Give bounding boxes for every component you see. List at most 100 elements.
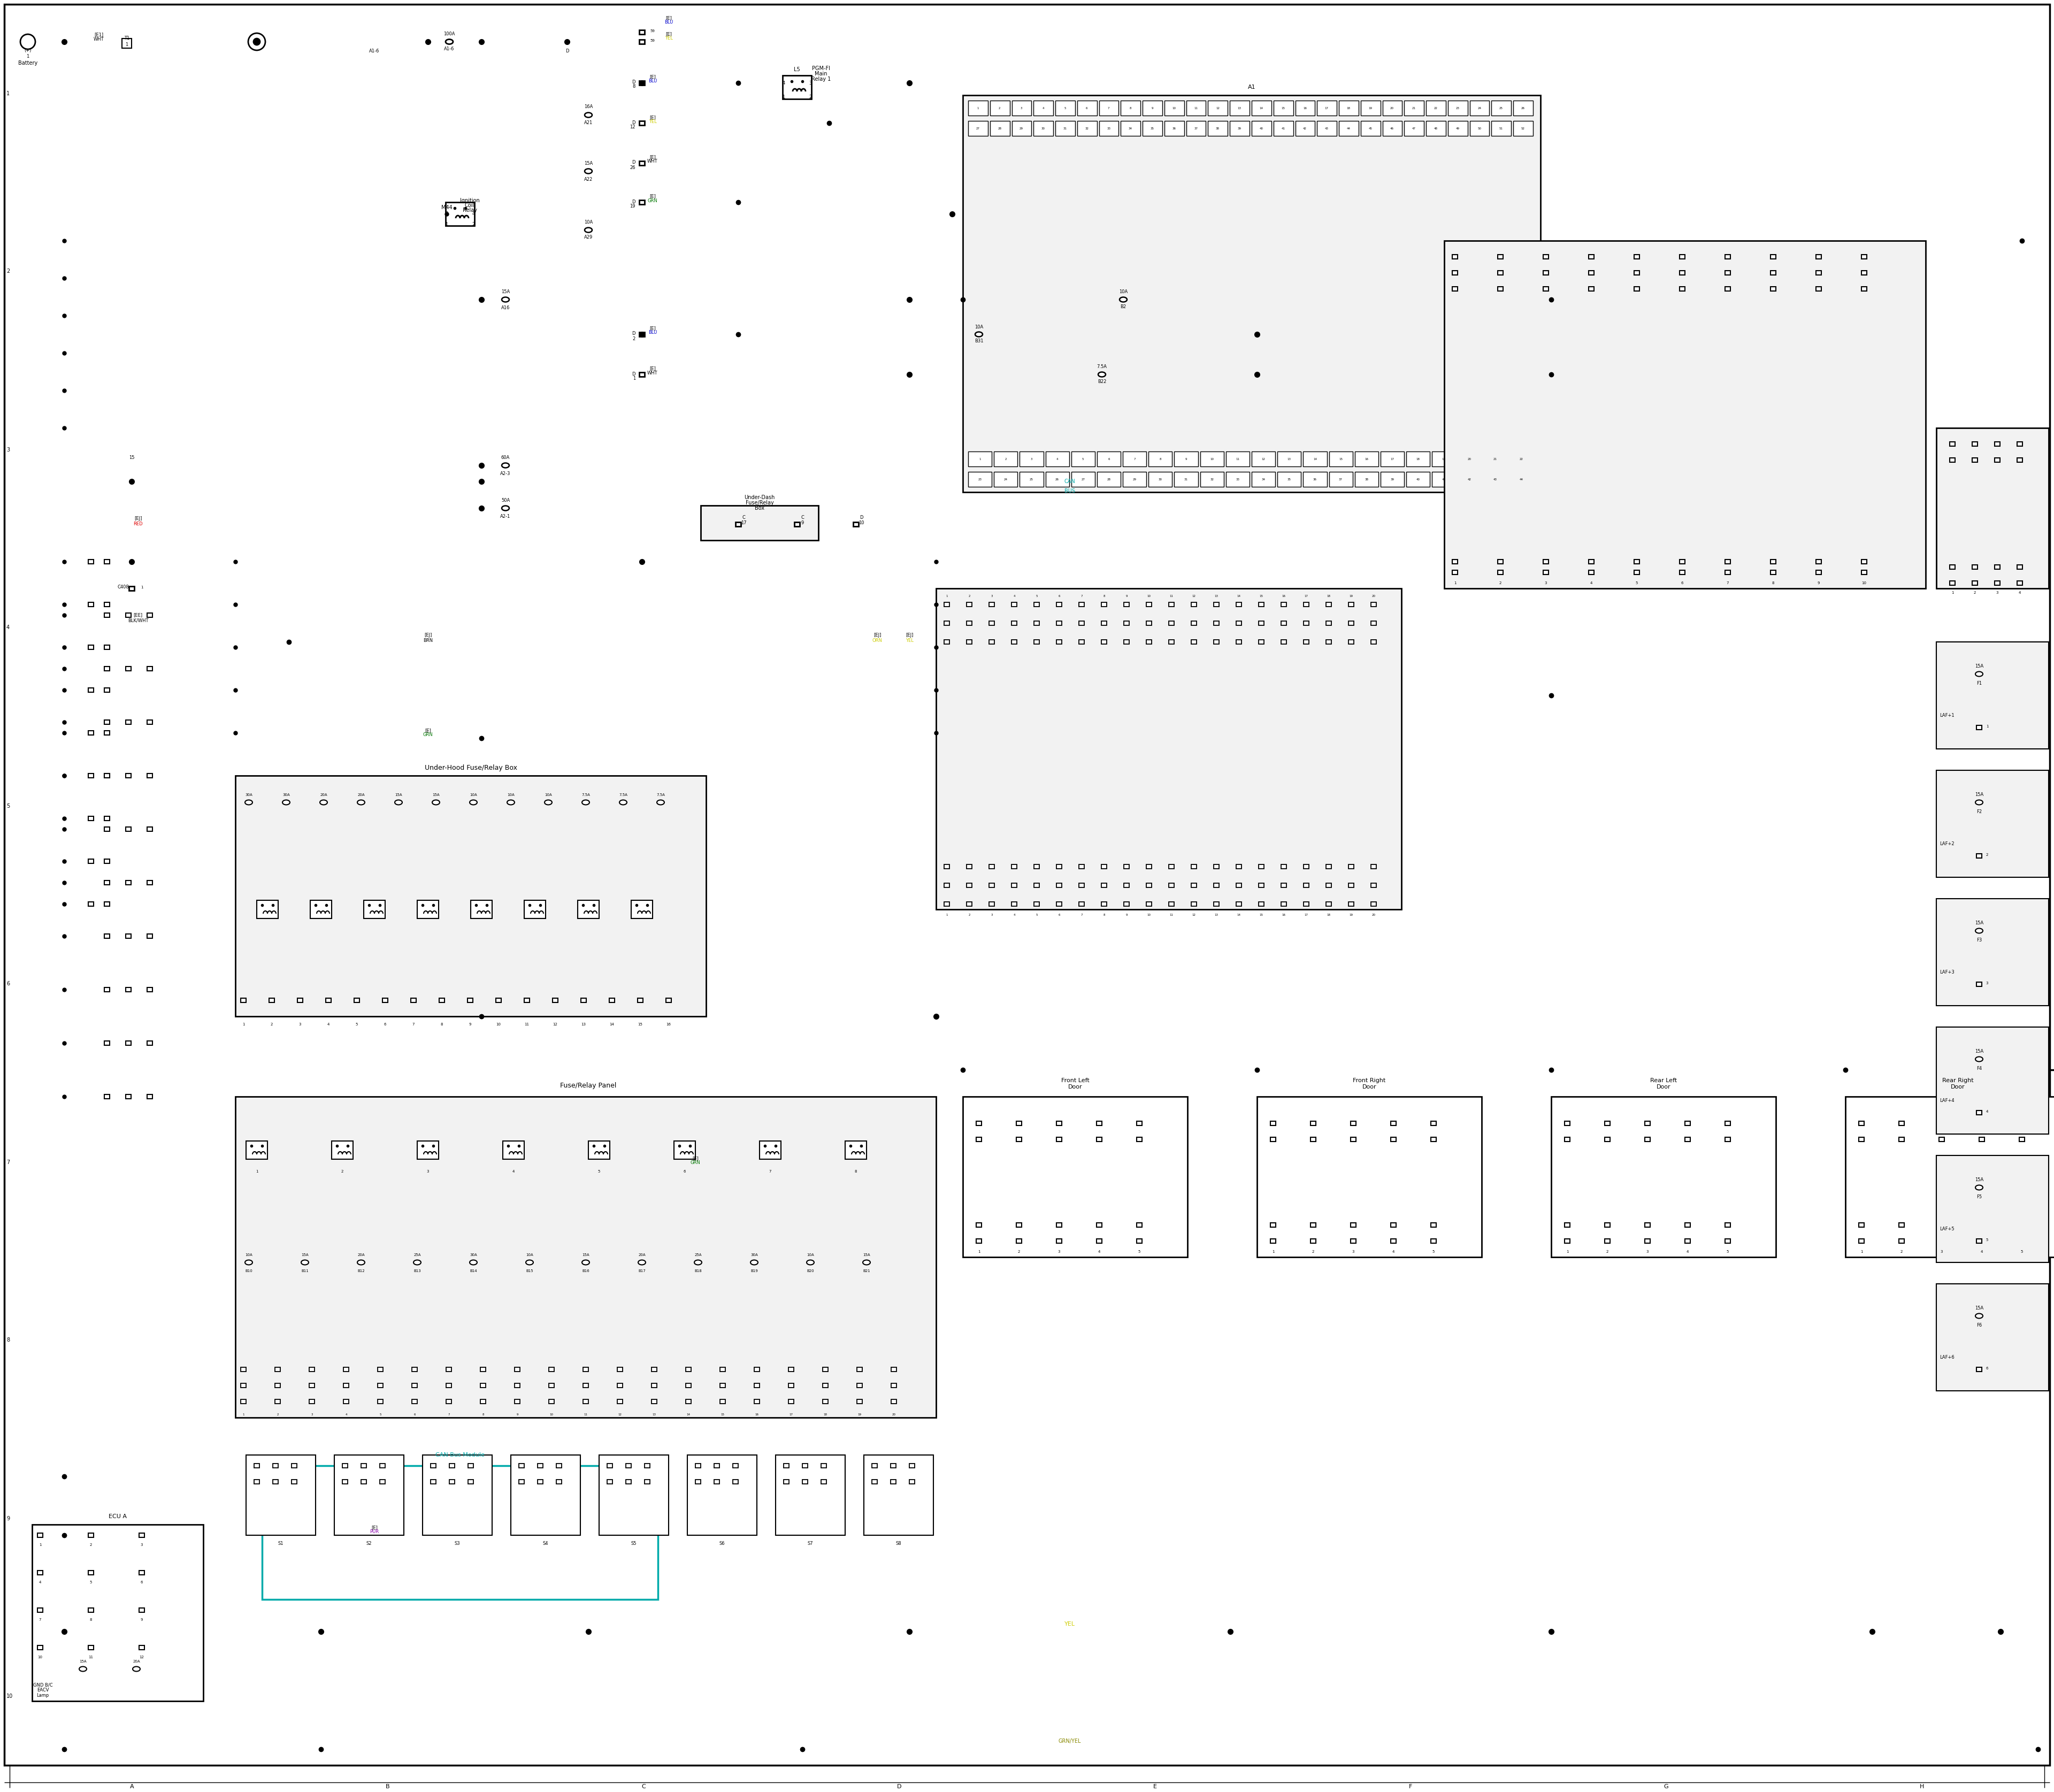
Text: 10A: 10A [974, 324, 984, 330]
Text: 18: 18 [1327, 914, 1331, 916]
Text: 29: 29 [1019, 127, 1023, 129]
Text: B17: B17 [639, 1269, 645, 1272]
Bar [257, 900, 277, 919]
Bar [557, 1480, 561, 1484]
Text: D: D [633, 159, 635, 165]
Bar [1898, 1222, 1904, 1228]
Text: 1: 1 [140, 586, 144, 590]
Text: 15A: 15A [394, 794, 403, 796]
Bar [1237, 640, 1241, 643]
Bar [1191, 883, 1197, 887]
Bar [1304, 602, 1308, 607]
Bar [1251, 100, 1271, 115]
Text: 13: 13 [1214, 595, 1218, 599]
Bar [1033, 100, 1054, 115]
Bar [852, 521, 859, 527]
Text: 41: 41 [1442, 478, 1446, 480]
Text: 16: 16 [1302, 108, 1306, 109]
Bar [1124, 452, 1146, 466]
Bar [1471, 100, 1489, 115]
Bar [583, 1400, 587, 1403]
Bar [88, 559, 94, 564]
Text: 25A: 25A [413, 1253, 421, 1256]
Text: 28: 28 [1107, 478, 1111, 480]
Text: B15: B15 [526, 1269, 534, 1272]
Text: 1: 1 [1986, 724, 1988, 728]
Bar [1327, 883, 1331, 887]
Text: D: D [633, 81, 635, 84]
Text: 15A: 15A [1974, 1306, 1984, 1310]
Bar [1175, 452, 1197, 466]
Bar [240, 1383, 246, 1387]
Bar [1237, 602, 1241, 607]
Bar [1329, 471, 1354, 487]
Text: 20: 20 [1372, 914, 1376, 916]
Ellipse shape [302, 1260, 308, 1265]
Bar [105, 1095, 109, 1098]
Bar [1645, 1238, 1649, 1244]
Bar [240, 1367, 246, 1371]
Bar [1380, 452, 1405, 466]
Bar [1816, 287, 1822, 290]
Bar [481, 1383, 485, 1387]
Text: YEL: YEL [906, 638, 914, 643]
Bar [1317, 120, 1337, 136]
Bar [240, 998, 246, 1002]
Text: 5: 5 [2021, 1251, 2023, 1253]
Bar [1391, 1122, 1397, 1125]
Text: 8: 8 [6, 1337, 10, 1342]
Bar [1097, 452, 1121, 466]
Text: 3: 3 [1986, 982, 1988, 986]
Text: 5: 5 [1986, 1238, 1988, 1242]
Text: 14: 14 [1313, 457, 1317, 461]
Bar [1146, 901, 1152, 907]
Text: [E]: [E] [372, 1525, 378, 1530]
Text: 35: 35 [1288, 478, 1292, 480]
Text: 24: 24 [1477, 108, 1481, 109]
Text: F1: F1 [1976, 681, 1982, 686]
Bar [520, 1464, 524, 1468]
Text: 12: 12 [1216, 108, 1220, 109]
Bar [754, 1367, 760, 1371]
Bar [1370, 864, 1376, 869]
Text: 37: 37 [1193, 127, 1197, 129]
Bar [1588, 271, 1594, 274]
Bar [1214, 901, 1218, 907]
Bar [1327, 602, 1331, 607]
Text: 18: 18 [1327, 595, 1331, 599]
Bar [236, 1097, 937, 1417]
Text: Rear Right: Rear Right [1941, 1077, 1974, 1082]
Bar [269, 998, 275, 1002]
Bar [88, 688, 94, 692]
Bar [1725, 1138, 1729, 1142]
Bar [1352, 1138, 1356, 1142]
Bar [1097, 1138, 1101, 1142]
Bar [1604, 1122, 1610, 1125]
Bar [1011, 622, 1017, 625]
Bar [275, 1383, 279, 1387]
Text: 16: 16 [756, 1414, 758, 1416]
Text: [E]: [E] [649, 115, 655, 120]
Bar [148, 720, 152, 724]
Bar [990, 883, 994, 887]
Text: 7: 7 [768, 1170, 772, 1174]
Bar [1327, 901, 1331, 907]
Bar [1282, 901, 1286, 907]
Text: 5: 5 [1138, 1251, 1140, 1253]
Bar [1121, 120, 1140, 136]
Bar [1497, 287, 1504, 290]
Bar [378, 1400, 382, 1403]
Text: [E]: [E] [692, 1156, 698, 1161]
Bar [362, 1464, 366, 1468]
Text: 5: 5 [1727, 1251, 1729, 1253]
Bar [105, 826, 109, 831]
Text: 8: 8 [90, 1618, 92, 1622]
Bar [1187, 100, 1206, 115]
Bar [1816, 559, 1822, 564]
Bar [1237, 622, 1241, 625]
Bar [468, 1464, 472, 1468]
Text: S7: S7 [807, 1541, 813, 1546]
Ellipse shape [320, 799, 327, 805]
Text: Under-Dash: Under-Dash [744, 495, 774, 500]
Bar [538, 1480, 542, 1484]
